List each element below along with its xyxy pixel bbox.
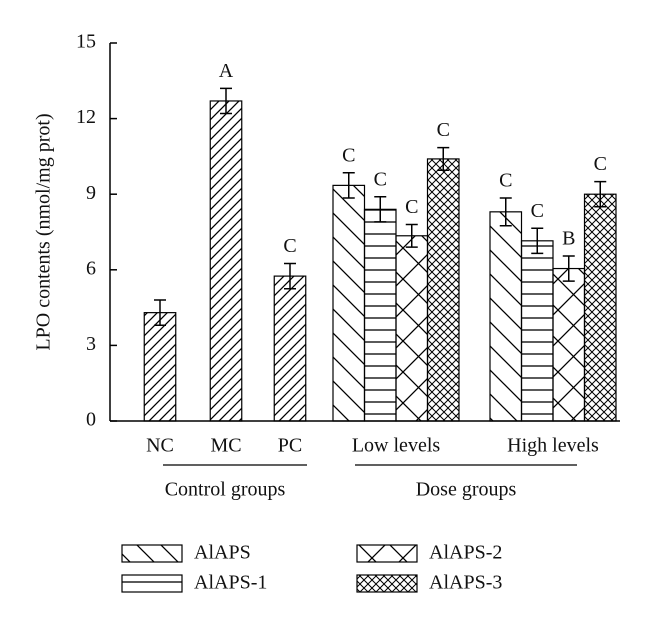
bar bbox=[520, 240, 554, 422]
significance-letter: C bbox=[374, 168, 387, 190]
legend-swatch bbox=[356, 574, 418, 593]
x-tick-label: Low levels bbox=[352, 435, 441, 457]
y-tick-label: 9 bbox=[86, 182, 96, 204]
y-tick-label: 6 bbox=[86, 257, 96, 279]
error-bar bbox=[499, 197, 512, 227]
error-bar bbox=[342, 172, 355, 199]
significance-letter: C bbox=[437, 119, 450, 141]
significance-letter: C bbox=[499, 170, 512, 192]
legend-swatch bbox=[121, 574, 183, 593]
bar bbox=[426, 158, 460, 422]
significance-letter: B bbox=[562, 228, 575, 250]
legend-label: AlAPS bbox=[194, 542, 251, 564]
significance-letter: C bbox=[405, 196, 418, 218]
group-label: Control groups bbox=[165, 479, 286, 501]
legend-label: AlAPS-2 bbox=[429, 542, 502, 564]
significance-letter: C bbox=[342, 144, 355, 166]
bar bbox=[273, 275, 307, 422]
error-bar bbox=[220, 87, 232, 115]
bar bbox=[143, 312, 177, 422]
x-tick-label: High levels bbox=[507, 435, 599, 457]
x-tick-label: PC bbox=[278, 435, 302, 457]
error-bar bbox=[562, 255, 575, 282]
legend-label: AlAPS-1 bbox=[194, 572, 267, 594]
bar bbox=[209, 100, 243, 422]
bar bbox=[552, 267, 586, 422]
error-bar bbox=[594, 180, 607, 208]
y-axis-label: LPO contents (nmol/mg prot) bbox=[33, 113, 55, 350]
y-tick-label: 3 bbox=[86, 333, 96, 355]
significance-letter: C bbox=[594, 153, 607, 175]
x-tick-label: NC bbox=[146, 435, 174, 457]
bar bbox=[395, 235, 429, 422]
bar bbox=[363, 208, 397, 422]
legend-swatch bbox=[121, 544, 183, 563]
error-bar bbox=[154, 299, 166, 326]
legend-label: AlAPS-3 bbox=[429, 572, 502, 594]
x-tick-label: MC bbox=[210, 435, 241, 457]
legend-swatch bbox=[356, 544, 418, 563]
error-bar bbox=[531, 227, 544, 255]
error-bar bbox=[437, 146, 450, 172]
significance-letter: C bbox=[531, 200, 544, 222]
y-tick-label: 0 bbox=[86, 409, 96, 431]
y-tick-label: 15 bbox=[76, 31, 96, 53]
significance-letter: C bbox=[283, 235, 296, 257]
bar bbox=[489, 211, 523, 422]
group-label: Dose groups bbox=[416, 479, 517, 501]
significance-letter: A bbox=[219, 60, 234, 82]
y-tick-label: 12 bbox=[76, 106, 96, 128]
error-bar bbox=[405, 223, 418, 248]
bar bbox=[332, 184, 366, 422]
bar bbox=[583, 193, 617, 422]
error-bar bbox=[284, 262, 296, 290]
error-bar bbox=[374, 195, 387, 223]
